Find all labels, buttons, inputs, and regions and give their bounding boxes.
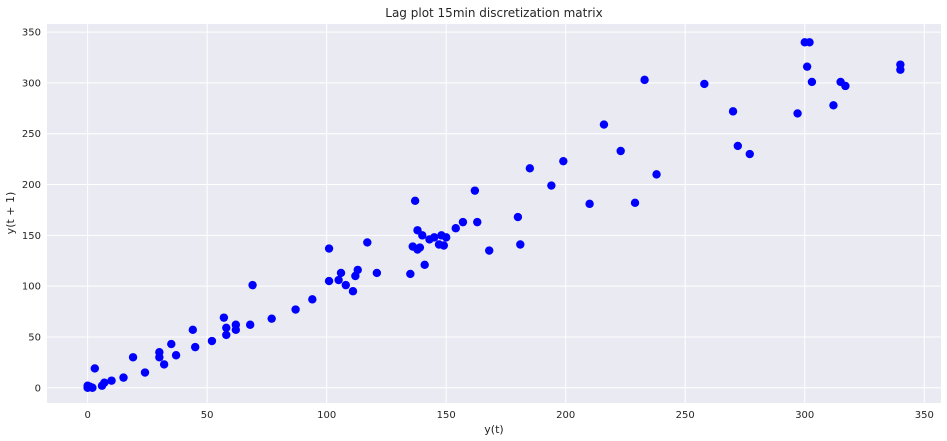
data-point [640,75,649,85]
data-point [802,62,812,71]
data-point [470,186,480,195]
plot-area [47,24,941,403]
data-point [805,38,814,47]
x-tick-label: 300 [795,410,814,421]
data-point [159,360,169,369]
y-tick-label: 0 [35,383,41,394]
data-point [700,79,709,89]
data-point [585,199,594,209]
data-point [406,269,415,279]
data-point [291,305,300,314]
data-point [353,265,362,275]
data-point [128,353,138,362]
data-point [420,260,429,270]
data-point [107,376,116,385]
data-point [829,101,838,110]
data-point [348,287,358,296]
grid-lines [47,24,941,403]
y-tick-label: 200 [22,180,41,191]
data-point [410,196,420,205]
data-point [599,120,609,129]
data-point [363,238,372,247]
y-tick-label: 350 [22,28,41,39]
y-tick-label: 300 [22,78,41,89]
data-point [88,383,97,392]
data-point [188,325,198,335]
data-point [441,233,451,242]
data-point [728,107,738,116]
data-point [324,244,334,253]
data-point [171,351,181,360]
data-point [616,146,625,156]
data-point [458,217,468,227]
x-tick-label: 100 [317,410,336,421]
data-point [100,378,109,387]
y-tick-label: 250 [22,129,41,140]
x-axis-label: y(t) [484,423,503,436]
data-point [559,156,568,166]
data-point [733,141,743,151]
x-tick-label: 350 [915,410,934,421]
data-point [547,181,556,190]
data-point [430,233,439,242]
data-point [308,295,317,304]
data-point [222,323,231,333]
data-point [439,241,449,250]
data-point [140,368,150,377]
y-tick-label: 150 [22,231,41,242]
data-point [418,231,427,240]
x-tick-label: 50 [201,410,214,421]
data-point [191,342,200,352]
data-point [334,275,343,285]
data-point [451,224,460,233]
x-tick-label: 250 [676,410,695,421]
data-point [207,336,217,346]
data-point [222,330,231,340]
tick-labels: 0 50 100 150 200 250 300 350 0 50 100 150 200 250 300 3… [22,28,934,421]
chart-title: Lag plot 15min discretization matrix [385,6,602,20]
data-point [630,198,640,208]
data-point [372,268,382,278]
y-tick-label: 50 [28,332,41,343]
data-point [336,268,346,278]
data-point [525,164,535,173]
data-point [516,240,525,249]
data-point [793,109,802,118]
data-point [473,217,482,227]
data-point [219,313,229,322]
data-point [341,280,350,290]
data-points [83,38,905,392]
y-axis-label: y(t + 1) [4,192,17,235]
data-point [155,347,164,357]
data-point [745,149,754,159]
data-point [119,373,128,382]
data-point [485,246,494,255]
y-tick-label: 100 [22,282,41,293]
x-tick-label: 200 [556,410,575,421]
data-point [513,212,523,222]
x-tick-label: 150 [437,410,456,421]
data-point [807,77,817,87]
data-point [267,314,276,323]
data-point [841,81,850,91]
data-point [167,339,176,349]
data-point [324,276,334,286]
data-point [245,320,255,329]
data-point [652,170,661,179]
data-point [248,280,257,290]
data-point [90,364,100,373]
x-tick-label: 0 [84,410,90,421]
data-point [896,65,905,74]
data-point [231,320,241,329]
data-point [415,243,425,252]
